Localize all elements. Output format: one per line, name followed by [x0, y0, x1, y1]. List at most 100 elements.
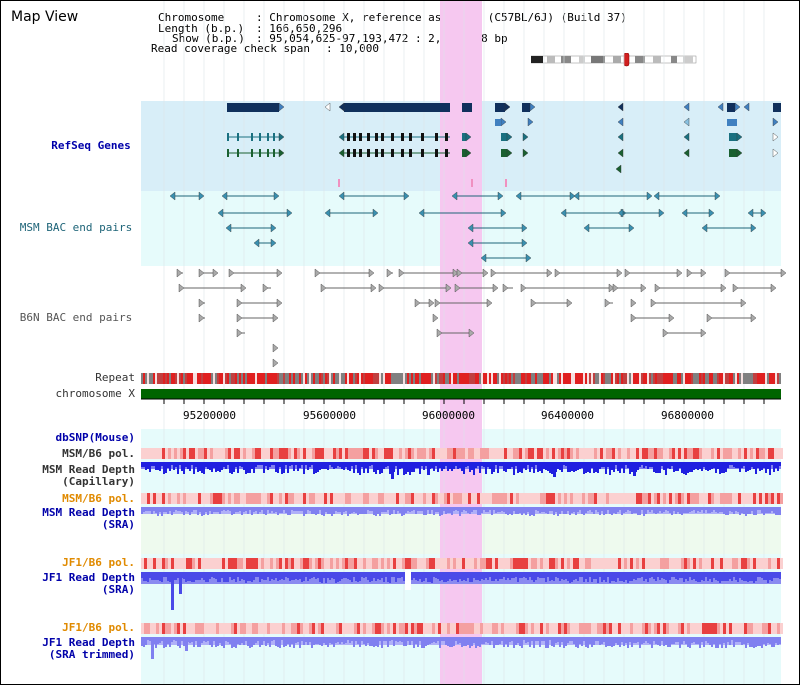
repeat-element [625, 373, 627, 384]
read-depth-bar [449, 572, 451, 579]
read-depth-bar [209, 462, 211, 470]
label-msm-bac[interactable]: MSM BAC end pairs [19, 221, 133, 234]
read-depth-bar [409, 637, 411, 645]
polymorphism-cell [738, 448, 741, 459]
read-depth-bar [511, 637, 513, 641]
gene-strand-arrow [772, 148, 779, 158]
polymorphism-cell [615, 493, 618, 504]
polymorphism-cell [393, 623, 396, 634]
read-depth-bar [259, 572, 261, 582]
label-refseq-genes[interactable]: RefSeq Genes [51, 139, 131, 152]
polymorphism-cell [210, 493, 213, 504]
label-b6n-bac[interactable]: B6N BAC end pairs [19, 311, 133, 324]
polymorphism-cell [528, 448, 531, 459]
read-depth-bar [301, 637, 303, 641]
read-depth-bar [147, 637, 149, 640]
read-depth-bar [173, 507, 175, 512]
polymorphism-cell [213, 558, 216, 569]
repeat-element [297, 373, 299, 384]
bac-end-marker [454, 283, 461, 293]
polymorphism-cell [279, 493, 282, 504]
repeat-element [321, 373, 323, 384]
gene-strand-arrow [338, 148, 345, 158]
polymorphism-cell [525, 493, 528, 504]
polymorphism-cell [255, 558, 258, 569]
polymorphism-cell [558, 448, 561, 459]
polymorphism-cell [426, 493, 429, 504]
read-depth-bar [565, 507, 567, 514]
bac-end-marker [386, 268, 393, 278]
read-depth-bar [349, 462, 351, 471]
polymorphism-cell [750, 448, 753, 459]
polymorphism-cell [174, 448, 177, 459]
polymorphism-cell [315, 623, 318, 634]
read-depth-bar [549, 507, 551, 511]
read-depth-bar [183, 507, 185, 515]
read-depth-bar [727, 637, 729, 642]
read-depth-bar [719, 462, 721, 474]
polymorphism-cell [150, 448, 153, 459]
polymorphism-cell [324, 493, 327, 504]
read-depth-bar [481, 507, 483, 513]
polymorphism-cell [462, 623, 465, 634]
read-depth-bar [497, 462, 499, 473]
polymorphism-cell [747, 448, 750, 459]
bac-end-marker [612, 283, 619, 293]
bac-end-marker [221, 191, 228, 201]
repeat-element [769, 373, 771, 384]
read-depth-bar [177, 507, 179, 511]
read-depth-bar [467, 572, 469, 578]
polymorphism-cell [252, 448, 255, 459]
polymorphism-cell [657, 623, 660, 634]
repeat-element [647, 373, 649, 384]
polymorphism-cell [177, 558, 180, 569]
polymorphism-cell [744, 493, 747, 504]
label-dbsnp[interactable]: dbSNP(Mouse) [55, 431, 135, 444]
polymorphism-cell [240, 448, 243, 459]
read-depth-bar [589, 572, 591, 577]
polymorphism-cell [264, 493, 267, 504]
read-depth-bar [739, 462, 741, 472]
repeat-element [213, 373, 215, 384]
read-depth-bar [691, 462, 693, 472]
read-depth-bar [619, 462, 621, 473]
polymorphism-cell [540, 623, 543, 634]
polymorphism-cell [699, 448, 702, 459]
read-depth-bar [679, 637, 681, 648]
read-depth-bar [145, 462, 147, 470]
read-depth-bar [747, 637, 749, 643]
read-depth-bar [225, 572, 227, 582]
polymorphism-cell [237, 493, 240, 504]
read-depth-bar [677, 637, 679, 642]
read-depth-bar [509, 637, 511, 642]
read-depth-bar [573, 572, 575, 580]
repeat-element [755, 373, 757, 384]
read-depth-bar [433, 507, 435, 515]
read-depth-bar [297, 462, 299, 471]
read-depth-bar [303, 507, 305, 516]
repeat-element [591, 373, 593, 384]
bac-end-marker [654, 283, 661, 293]
read-depth-bar [305, 637, 307, 642]
repeat-element [615, 373, 617, 384]
repeat-element [175, 373, 177, 384]
label-jf1-depth-trimmed: JF1 Read Depth (SRA trimmed) [42, 636, 135, 661]
read-depth-bar [281, 462, 283, 474]
polymorphism-cell [534, 623, 537, 634]
read-depth-bar [209, 637, 211, 645]
polymorphism-cell [300, 493, 303, 504]
polymorphism-cell [198, 493, 201, 504]
read-depth-bar [189, 572, 191, 581]
read-depth-bar [653, 462, 655, 472]
read-depth-bar [617, 637, 619, 645]
read-depth-bar [601, 572, 603, 582]
read-depth-bar [259, 507, 261, 512]
read-depth-bar [455, 572, 457, 580]
read-depth-bar [745, 462, 747, 472]
read-depth-bar [315, 462, 317, 473]
read-depth-bar [343, 462, 345, 470]
chromosome-ideogram[interactable] [531, 53, 697, 67]
read-depth-bar [245, 507, 247, 511]
polymorphism-cell [159, 558, 162, 569]
